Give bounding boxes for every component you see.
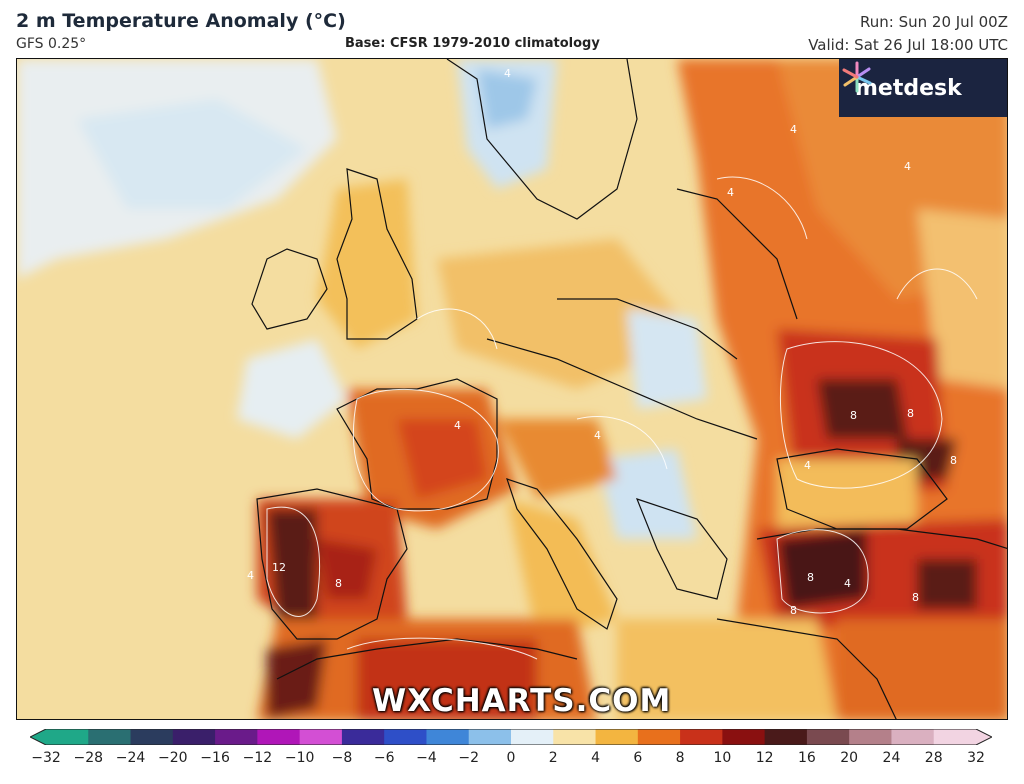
contour-label: 8 (335, 577, 342, 590)
colorbar-tick-label: 24 (882, 750, 901, 766)
contour-label: 4 (594, 429, 601, 442)
colorbar-arrow-right (976, 729, 992, 745)
colorbar-tick-label: −32 (31, 750, 61, 766)
colorbar-segment (637, 729, 681, 745)
colorbar-segment (130, 729, 174, 745)
anomaly-map: 4 4 4 4 4 4 4 4 8 8 8 8 12 8 8 4 8 (16, 58, 1008, 720)
chart-title: 2 m Temperature Anomaly (°C) (16, 10, 346, 32)
colorbar-segment (172, 729, 216, 745)
metdesk-logo: metdesk (839, 59, 1007, 117)
valid-label: Valid: Sat 26 Jul 18:00 UTC (808, 36, 1008, 54)
colorbar-tick-label: 0 (506, 750, 516, 766)
colorbar-svg (30, 729, 992, 745)
wxcharts-watermark: WXCHARTS.COM (372, 683, 672, 719)
colorbar-tick-label: −6 (373, 750, 395, 766)
contour-label: 4 (247, 569, 254, 582)
contour-label: 4 (804, 459, 811, 472)
colorbar-tick-label: 32 (967, 750, 985, 766)
colorbar-tick-label: 28 (924, 750, 943, 766)
contour-label: 4 (904, 160, 911, 173)
colorbar-segment (764, 729, 808, 745)
colorbar-segment (341, 729, 385, 745)
contour-label: 8 (950, 454, 957, 467)
colorbar-segment (468, 729, 512, 745)
colorbar-segment (806, 729, 850, 745)
colorbar-segment (553, 729, 597, 745)
contour-label: 4 (790, 123, 797, 136)
colorbar-segment (680, 729, 723, 745)
colorbar-segment (384, 729, 427, 745)
colorbar-tick-label: −8 (331, 750, 353, 766)
colorbar-segment (722, 729, 766, 745)
metdesk-star-icon (842, 61, 872, 93)
map-field: 4 4 4 4 4 4 4 4 8 8 8 8 12 8 8 4 8 (17, 59, 1007, 719)
contour-label: 4 (727, 186, 734, 199)
colorbar-segment (46, 729, 89, 745)
colorbar-segment (426, 729, 470, 745)
colorbar-segment (595, 729, 639, 745)
contour-labels: 4 4 4 4 4 4 4 4 8 8 8 8 12 8 8 4 8 (247, 67, 957, 617)
contour-label: 8 (907, 407, 914, 420)
colorbar-tick-label: −10 (284, 750, 315, 766)
colorbar-arrow-left (30, 729, 46, 745)
colorbar-tick-label: 8 (675, 750, 685, 766)
colorbar-tick-label: 6 (633, 750, 643, 766)
colorbar-tick-label: −20 (158, 750, 188, 766)
colorbar-tick-label: −24 (115, 750, 146, 766)
colorbar-tick-label: 10 (713, 750, 732, 766)
colorbar-tick-label: −12 (242, 750, 273, 766)
coastlines (251, 59, 1007, 719)
colorbar-segment (891, 729, 935, 745)
colorbar-tick-label: 12 (755, 750, 774, 766)
colorbar-tick-label: 16 (797, 750, 816, 766)
run-label: Run: Sun 20 Jul 00Z (860, 13, 1008, 31)
contour-label: 4 (504, 67, 511, 80)
colorbar-tick-label: −2 (458, 750, 480, 766)
colorbar-segment (849, 729, 892, 745)
colorbar-segment (257, 729, 301, 745)
metdesk-logo-text: metdesk (855, 75, 962, 101)
colorbar-tick-label: −16 (200, 750, 230, 766)
base-label: Base: CFSR 1979-2010 climatology (345, 36, 600, 51)
colorbar-ticks: −32 −28 −24 −20 −16 −12 −10 −8 −6 −4 −2 0 2 4 6 8 10 12 16… (0, 750, 1024, 770)
contour-label: 4 (454, 419, 461, 432)
colorbar-segment (215, 729, 258, 745)
colorbar-tick-label: −28 (73, 750, 104, 766)
anomaly-shading (17, 59, 1007, 719)
colorbar-segment (88, 729, 132, 745)
model-label: GFS 0.25° (16, 36, 87, 52)
contour-label: 8 (790, 604, 797, 617)
contour-label: 12 (272, 561, 286, 574)
contour-label: 8 (912, 591, 919, 604)
colorbar-segment (511, 729, 554, 745)
colorbar-segment (299, 729, 343, 745)
colorbar-segment (933, 729, 977, 745)
colorbar-tick-label: 2 (548, 750, 558, 766)
colorbar-tick-label: −4 (416, 750, 437, 766)
colorbar-tick-label: 4 (591, 750, 600, 766)
contour-label: 8 (807, 571, 814, 584)
contour-label: 4 (844, 577, 851, 590)
colorbar-tick-label: 20 (840, 750, 859, 766)
contour-label: 8 (850, 409, 857, 422)
colorbar (30, 729, 992, 745)
contour-lines (266, 176, 978, 660)
